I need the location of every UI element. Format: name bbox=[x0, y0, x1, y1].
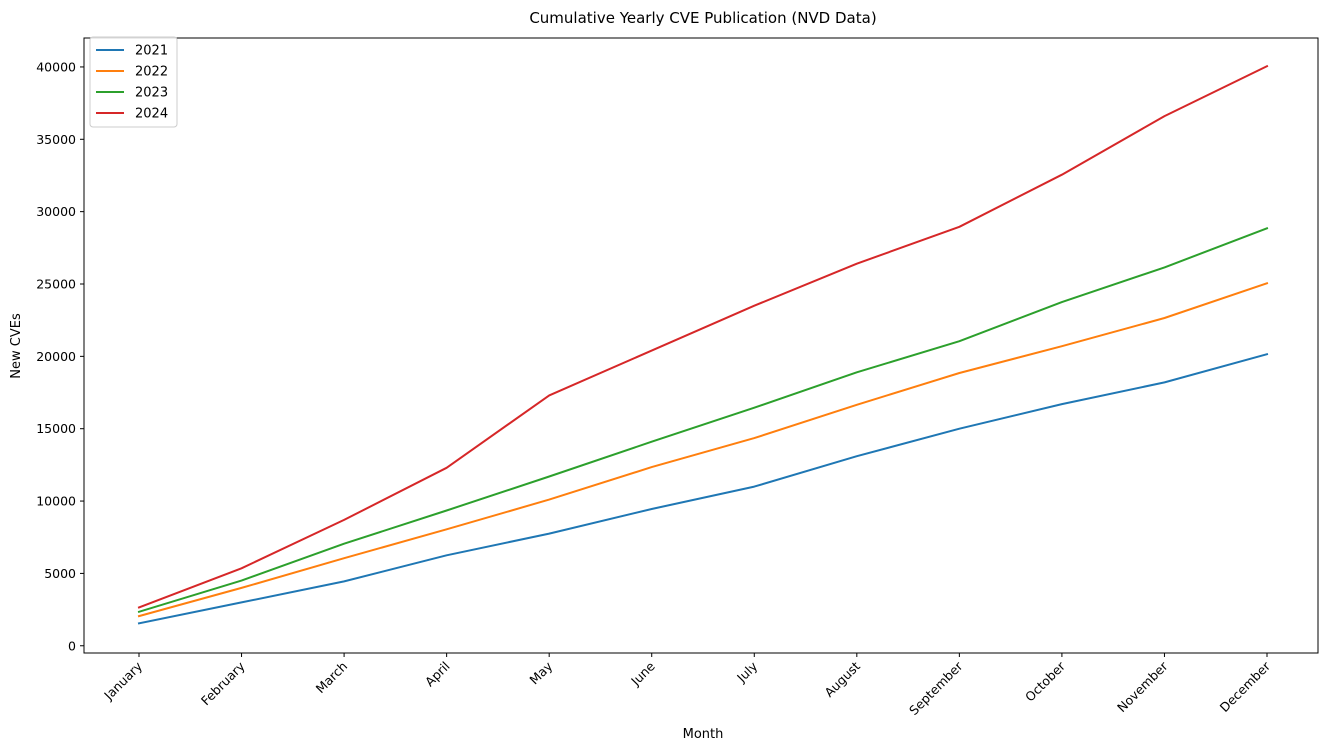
legend-label: 2021 bbox=[135, 44, 168, 59]
legend-label: 2024 bbox=[135, 107, 168, 122]
series-lines bbox=[137, 64, 1269, 625]
legend: 2021 2022 2023 2024 bbox=[89, 36, 178, 128]
x-tick-label: March bbox=[313, 659, 351, 697]
chart-title: Cumulative Yearly CVE Publication (NVD D… bbox=[529, 9, 876, 27]
x-axis: January February March April May June July Augu… bbox=[100, 653, 1274, 718]
legend-label: 2022 bbox=[135, 65, 168, 80]
series-line-2023 bbox=[137, 227, 1269, 614]
y-tick-label: 10000 bbox=[36, 494, 76, 509]
x-tick-label: September bbox=[906, 658, 966, 718]
x-tick-label: August bbox=[821, 658, 863, 700]
series-line-2022 bbox=[137, 282, 1269, 618]
x-tick-label: January bbox=[100, 658, 145, 703]
series-line-2021 bbox=[137, 352, 1269, 625]
y-tick-label: 0 bbox=[68, 638, 76, 653]
x-tick-label: June bbox=[627, 658, 658, 689]
y-tick-label: 35000 bbox=[36, 132, 76, 147]
y-axis-title: New CVEs bbox=[9, 313, 24, 379]
plot-area bbox=[83, 37, 1319, 654]
legend-label: 2023 bbox=[135, 86, 168, 101]
x-tick-label: April bbox=[422, 659, 453, 690]
x-tick-label: November bbox=[1114, 658, 1171, 715]
y-tick-label: 5000 bbox=[44, 566, 76, 581]
y-tick-label: 15000 bbox=[36, 421, 76, 436]
x-tick-label: February bbox=[198, 658, 248, 708]
y-tick-label: 40000 bbox=[36, 59, 76, 74]
y-tick-label: 25000 bbox=[36, 277, 76, 292]
x-axis-title: Month bbox=[683, 727, 724, 742]
y-tick-label: 20000 bbox=[36, 349, 76, 364]
x-tick-label: May bbox=[526, 658, 555, 687]
x-tick-label: July bbox=[733, 658, 761, 686]
legend-box bbox=[89, 36, 178, 128]
y-tick-label: 30000 bbox=[36, 204, 76, 219]
plot-frame bbox=[83, 37, 1319, 654]
series-line-2024 bbox=[137, 64, 1269, 609]
x-tick-label: December bbox=[1217, 658, 1274, 715]
x-tick-label: October bbox=[1022, 658, 1069, 705]
y-axis: 0 5000 10000 15000 20000 25000 30000 35000 40000 bbox=[36, 59, 84, 653]
